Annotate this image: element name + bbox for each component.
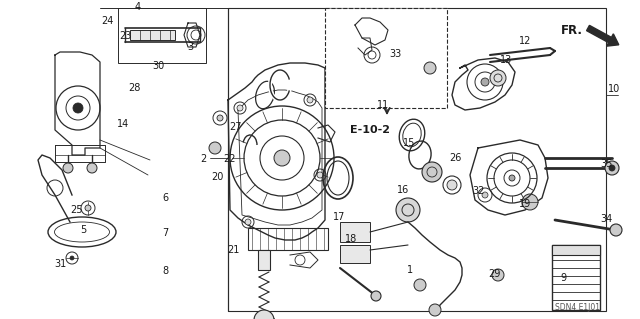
Text: 34: 34 <box>600 214 613 225</box>
Text: E-10-2: E-10-2 <box>350 125 390 135</box>
Circle shape <box>605 161 619 175</box>
Text: 23: 23 <box>119 31 132 41</box>
Text: 30: 30 <box>152 61 165 71</box>
Circle shape <box>447 180 457 190</box>
Bar <box>340 222 370 242</box>
Bar <box>258 250 270 270</box>
Text: 17: 17 <box>333 212 346 222</box>
Circle shape <box>274 150 290 166</box>
Bar <box>552 245 600 310</box>
Text: 22: 22 <box>223 154 236 165</box>
Circle shape <box>492 269 504 281</box>
Text: 27: 27 <box>229 122 242 132</box>
Text: 12: 12 <box>518 36 531 46</box>
Text: FR.: FR. <box>561 24 583 36</box>
Text: 2: 2 <box>200 154 207 165</box>
Circle shape <box>429 304 441 316</box>
Circle shape <box>254 310 274 319</box>
Text: 33: 33 <box>389 48 402 59</box>
Bar <box>340 245 370 263</box>
Text: 13: 13 <box>499 55 512 65</box>
Text: 1: 1 <box>406 264 413 275</box>
Circle shape <box>609 165 615 171</box>
Text: 26: 26 <box>449 153 462 163</box>
Text: 21: 21 <box>227 245 240 256</box>
Text: 3: 3 <box>188 42 194 52</box>
Text: 35: 35 <box>600 159 613 169</box>
Circle shape <box>85 205 91 211</box>
Text: 31: 31 <box>54 259 67 269</box>
Text: 18: 18 <box>344 234 357 244</box>
Circle shape <box>245 219 251 225</box>
Text: 29: 29 <box>488 269 500 279</box>
Text: 14: 14 <box>116 119 129 129</box>
Circle shape <box>482 192 488 198</box>
Circle shape <box>414 279 426 291</box>
Circle shape <box>307 97 313 103</box>
Circle shape <box>63 163 73 173</box>
Text: 19: 19 <box>518 199 531 209</box>
Text: 28: 28 <box>128 83 141 93</box>
Text: 11: 11 <box>376 100 389 110</box>
Bar <box>228 8 606 311</box>
FancyArrow shape <box>587 26 619 46</box>
Text: 8: 8 <box>162 266 168 276</box>
Bar <box>325 8 447 108</box>
Circle shape <box>371 291 381 301</box>
Bar <box>130 30 175 40</box>
Text: 9: 9 <box>560 272 566 283</box>
Circle shape <box>481 78 489 86</box>
Circle shape <box>422 162 442 182</box>
Text: SDN4 E1J01: SDN4 E1J01 <box>555 303 600 313</box>
Text: 15: 15 <box>403 138 416 148</box>
Circle shape <box>87 163 97 173</box>
Circle shape <box>610 224 622 236</box>
Circle shape <box>424 62 436 74</box>
Text: 10: 10 <box>608 84 621 94</box>
Text: 7: 7 <box>162 228 168 238</box>
Text: 32: 32 <box>472 186 485 196</box>
Text: 16: 16 <box>397 185 410 195</box>
Circle shape <box>73 103 83 113</box>
Circle shape <box>509 175 515 181</box>
Text: 20: 20 <box>211 172 224 182</box>
Text: 4: 4 <box>134 2 141 12</box>
Circle shape <box>396 198 420 222</box>
Bar <box>118 8 206 63</box>
Text: 5: 5 <box>80 225 86 235</box>
Text: 6: 6 <box>162 193 168 203</box>
Bar <box>552 245 600 255</box>
Circle shape <box>237 105 243 111</box>
Bar <box>248 228 328 250</box>
Circle shape <box>490 70 506 86</box>
Circle shape <box>70 256 74 260</box>
Text: 24: 24 <box>101 16 114 26</box>
Text: 25: 25 <box>70 205 83 215</box>
Circle shape <box>522 194 538 210</box>
Circle shape <box>209 142 221 154</box>
Circle shape <box>217 115 223 121</box>
Circle shape <box>317 172 323 178</box>
